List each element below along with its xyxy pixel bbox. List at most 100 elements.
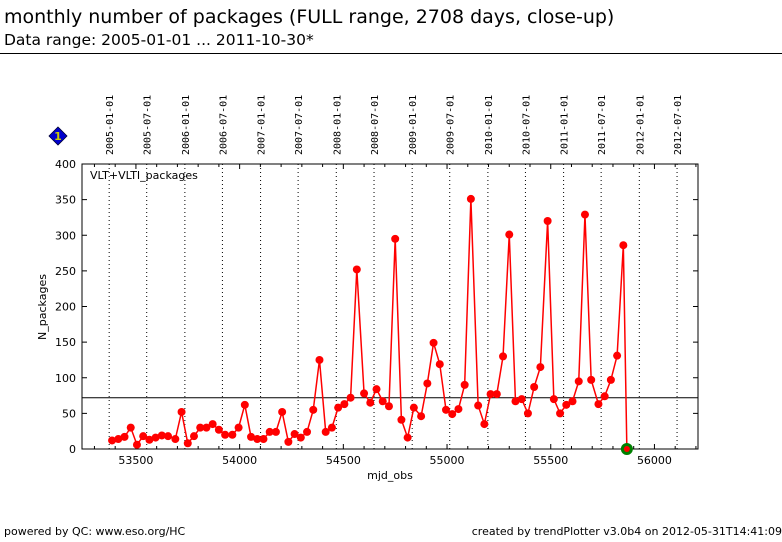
data-point [523, 409, 532, 418]
data-point [177, 407, 186, 416]
data-point [247, 432, 256, 441]
footer-created-by: created by trendPlotter v3.0b4 on 2012-0… [471, 525, 782, 538]
data-point [378, 397, 387, 406]
data-point [296, 433, 305, 442]
date-marker-label: 2010-07-01 [521, 95, 532, 155]
y-tick-label: 400 [55, 158, 76, 171]
y-tick-label: 250 [55, 265, 76, 278]
data-point [190, 432, 198, 441]
data-point [606, 375, 615, 384]
y-tick-label: 150 [55, 336, 76, 349]
data-point [435, 360, 444, 369]
plot-number-marker: 1 [48, 126, 68, 146]
data-point [340, 400, 349, 409]
data-point [372, 385, 381, 394]
date-marker-label: 2010-01-01 [484, 95, 495, 155]
data-point [417, 412, 426, 421]
data-point [164, 432, 173, 441]
data-point [334, 403, 343, 412]
data-point [587, 375, 596, 384]
data-point [120, 432, 129, 441]
data-point [556, 409, 565, 418]
x-tick-label: 56000 [637, 454, 672, 467]
data-point [114, 435, 123, 444]
data-point [397, 415, 406, 424]
data-point [228, 430, 237, 439]
date-marker-label: 2011-07-01 [597, 95, 608, 155]
data-point [580, 210, 589, 219]
x-tick-label: 55000 [430, 454, 465, 467]
data-point [240, 400, 249, 409]
data-point [303, 427, 312, 436]
data-point [145, 435, 154, 444]
x-tick-label: 54500 [326, 454, 361, 467]
date-marker-label: 2006-01-01 [181, 95, 192, 155]
data-point [327, 423, 336, 432]
data-point [309, 405, 318, 414]
date-marker-label: 2009-07-01 [446, 95, 457, 155]
data-point [171, 435, 180, 444]
data-point [423, 379, 432, 388]
date-marker-label: 2012-01-01 [635, 95, 646, 155]
data-point [352, 265, 361, 274]
date-marker-label: 2006-07-01 [218, 95, 229, 155]
data-point [271, 427, 280, 436]
data-point [474, 401, 483, 410]
data-point [460, 380, 469, 389]
date-marker-label: 2009-01-01 [408, 95, 419, 155]
data-point [183, 439, 192, 448]
date-marker-label: 2005-07-01 [143, 95, 154, 155]
data-point [530, 383, 539, 392]
data-point [151, 433, 160, 442]
data-point [253, 435, 262, 444]
date-marker-label: 2007-07-01 [294, 95, 305, 155]
data-point [480, 420, 489, 429]
data-point [511, 397, 520, 406]
data-point [139, 432, 148, 441]
footer-powered-by: powered by QC: www.eso.org/HC [4, 525, 186, 538]
data-point [366, 398, 375, 407]
data-point [448, 410, 457, 419]
data-point [108, 436, 117, 445]
y-tick-label: 200 [55, 301, 76, 314]
data-point [403, 433, 412, 442]
date-marker-label: 2011-01-01 [560, 95, 571, 155]
data-point [391, 234, 400, 243]
data-point [384, 402, 393, 411]
marker-label: 1 [54, 130, 62, 143]
date-markers: 2005-01-01 2005-07-01 2006-01-01 2006-07-01… [105, 95, 684, 155]
data-point [214, 425, 223, 434]
data-point [132, 440, 141, 449]
data-point [619, 241, 628, 250]
page-title: monthly number of packages (FULL range, … [4, 6, 615, 28]
y-axis: 0 50 100 150 200 250 300 350 400 [55, 158, 698, 456]
diamond-icon [48, 126, 68, 146]
date-marker-label: 2007-01-01 [257, 95, 268, 155]
data-point [321, 427, 330, 436]
legend-label: VLT+VLTI_packages [90, 169, 198, 182]
data-point [409, 403, 418, 412]
data-point [517, 395, 526, 404]
data-point [454, 405, 463, 414]
data-point [568, 397, 577, 406]
data-point [259, 435, 268, 444]
x-tick-label: 53500 [118, 454, 153, 467]
data-point [429, 338, 438, 347]
y-tick-label: 0 [69, 443, 76, 456]
data-point [594, 400, 603, 409]
data-point [543, 217, 552, 225]
data-point [234, 423, 243, 432]
data-point [562, 400, 571, 409]
data-point [346, 393, 355, 402]
date-marker-label: 2005-01-01 [105, 95, 116, 155]
y-tick-label: 300 [55, 229, 76, 242]
x-axis-label: mjd_obs [367, 469, 413, 482]
data-series [108, 194, 633, 455]
data-point [574, 377, 583, 386]
y-axis-label: N_packages [36, 274, 49, 340]
data-point [265, 427, 274, 436]
data-point [221, 430, 230, 439]
data-point [157, 431, 166, 440]
data-point [278, 407, 287, 416]
data-point [208, 420, 217, 429]
